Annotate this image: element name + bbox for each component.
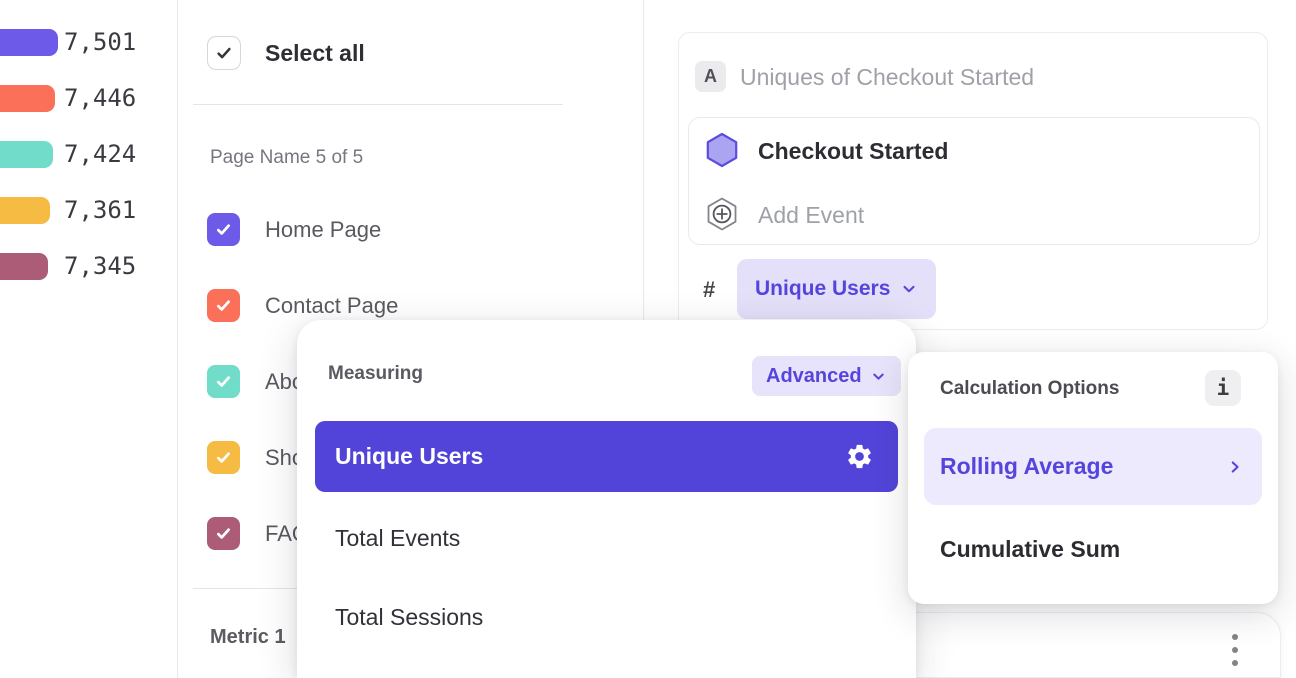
legend-color-bar (0, 141, 53, 168)
metric-title-input[interactable]: Uniques of Checkout Started (740, 64, 1035, 90)
legend-value: 7,345 (64, 252, 137, 280)
menu-item-total-sessions[interactable]: Total Sessions (335, 604, 484, 630)
calculation-options-label: Calculation Options (940, 378, 1120, 399)
filter-row-faq: FAQ (207, 517, 309, 550)
metric-footer-label: Metric 1 (210, 626, 286, 648)
checkmark-icon (217, 376, 230, 387)
select-all-row: Select all (207, 36, 365, 70)
checkbox[interactable] (207, 365, 240, 398)
event-name[interactable]: Checkout Started (758, 138, 949, 164)
chevron-right-icon (1231, 460, 1239, 473)
checkmark-icon (217, 224, 230, 235)
checkmark-icon (217, 452, 230, 463)
legend-value: 7,424 (64, 140, 137, 168)
menu-item-label: Rolling Average (940, 453, 1114, 479)
group-by-label: Page Name 5 of 5 (210, 147, 364, 168)
filter-row-home-page: Home Page (207, 213, 381, 246)
checkbox[interactable] (207, 289, 240, 322)
measured-as-label: Unique Users (755, 277, 891, 300)
legend-color-bar (0, 29, 58, 56)
menu-item-total-events[interactable]: Total Events (335, 525, 461, 551)
advanced-dropdown[interactable]: Advanced (752, 356, 901, 396)
select-all-checkbox[interactable] (207, 36, 241, 70)
legend-value: 7,361 (64, 196, 137, 224)
event-hexagon-icon (706, 132, 738, 168)
measure-type-symbol: # (703, 277, 716, 302)
add-event-button[interactable]: Add Event (758, 202, 865, 228)
chevron-down-icon (872, 373, 884, 380)
select-all-label: Select all (265, 39, 365, 66)
measuring-label: Measuring (328, 363, 424, 384)
event-list-card (688, 117, 1260, 245)
menu-item-label: Unique Users (335, 443, 484, 469)
divider (193, 104, 563, 105)
measured-as-chip[interactable]: Unique Users (737, 259, 937, 319)
legend-color-bar (0, 197, 50, 224)
checkmark-icon (217, 47, 231, 59)
menu-item-cumulative-sum[interactable]: Cumulative Sum (940, 536, 1121, 562)
legend-value: 7,501 (64, 28, 137, 56)
filter-row-label: Home Page (265, 216, 382, 242)
kebab-menu-icon[interactable] (1232, 634, 1238, 666)
add-event-icon (707, 197, 737, 231)
chevron-down-icon (903, 285, 915, 293)
checkmark-icon (217, 300, 230, 311)
series-badge: A (695, 61, 726, 92)
menu-item-rolling-average[interactable]: Rolling Average (924, 428, 1262, 505)
legend-color-bar (0, 253, 48, 280)
advanced-label: Advanced (766, 364, 862, 387)
checkmark-icon (217, 528, 230, 539)
filter-row-label: Contact Page (265, 292, 399, 318)
legend-color-bar (0, 85, 55, 112)
checkbox[interactable] (207, 441, 240, 474)
gear-icon[interactable] (845, 442, 874, 471)
checkbox[interactable] (207, 517, 240, 550)
filter-row-contact-page: Contact Page (207, 289, 398, 322)
checkbox[interactable] (207, 213, 240, 246)
menu-item-unique-users[interactable]: Unique Users (315, 421, 898, 492)
legend-value: 7,446 (64, 84, 137, 112)
panel-divider (177, 0, 178, 678)
info-button[interactable]: i (1205, 370, 1241, 406)
